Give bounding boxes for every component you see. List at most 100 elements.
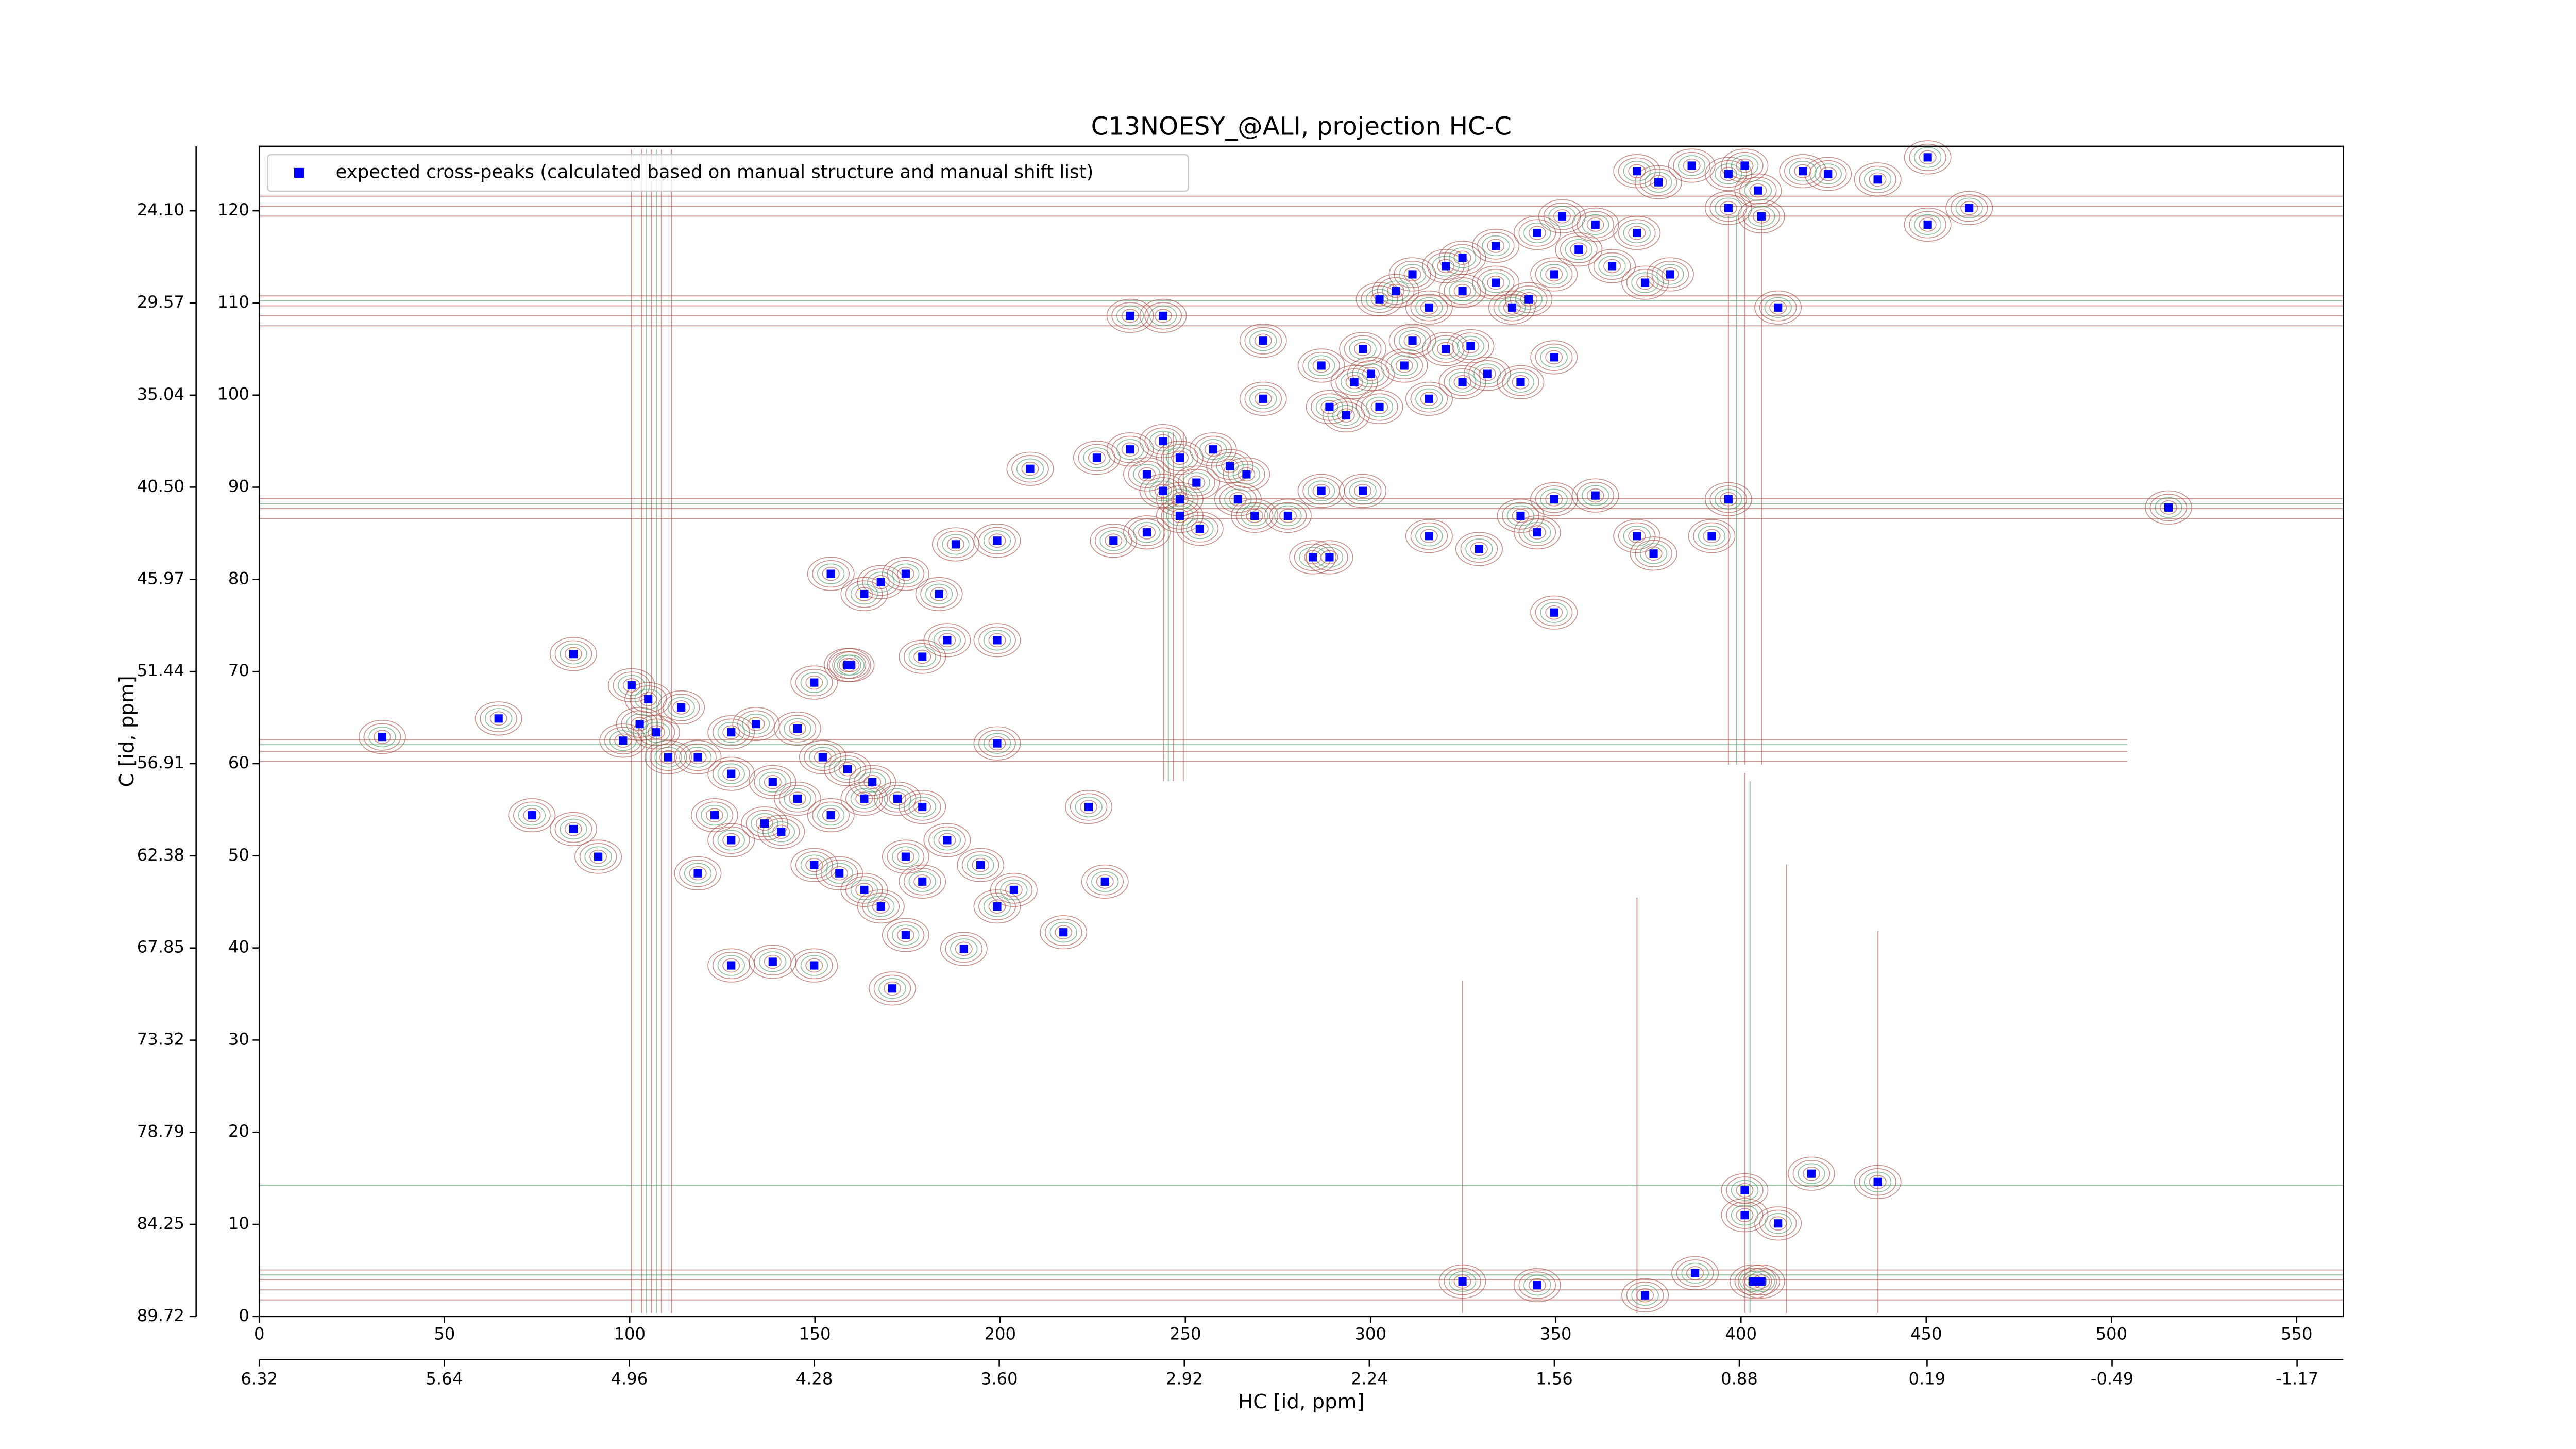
cross-peak (1774, 303, 1783, 312)
contour-ring (565, 647, 582, 661)
contour-ring (1748, 1271, 1775, 1292)
contour-ring (1709, 160, 1748, 188)
contour-ring (1355, 390, 1403, 425)
contour-ring (899, 639, 946, 674)
y-tick-label: 80 (228, 568, 249, 588)
contour-ring (1734, 1268, 1772, 1295)
contour-ring (1571, 207, 1619, 242)
cross-peak (1325, 553, 1334, 562)
contour-ring (1764, 1213, 1792, 1234)
cross-peak (1259, 394, 1267, 403)
contour-ring (1636, 1288, 1654, 1303)
contour-ring (1523, 1274, 1551, 1296)
contour-ring (1279, 509, 1297, 523)
contour-ring (1634, 165, 1682, 199)
contour-ring (762, 818, 800, 846)
x-tick-label: 200 (984, 1324, 1016, 1343)
contour-ring (1545, 492, 1563, 507)
contour-ring (1308, 480, 1335, 501)
contour-ring (1586, 488, 1604, 503)
contour-ring (1239, 381, 1287, 416)
contour-ring (1482, 235, 1510, 257)
y-tick-label: 90 (228, 477, 249, 496)
contour-ring (1809, 160, 1847, 188)
y-tick-label: 30 (228, 1029, 249, 1049)
cross-peak (1375, 402, 1384, 412)
contour-ring (1105, 533, 1123, 548)
cross-peak (810, 961, 819, 970)
contour-ring (840, 781, 888, 816)
contour-ring (1181, 515, 1219, 543)
contour-ring (882, 918, 929, 952)
contour-ring (1742, 1268, 1781, 1295)
contour-rings (358, 140, 2192, 1312)
cross-peak (843, 765, 852, 773)
contour-ring (967, 854, 994, 875)
cross-peak (1084, 802, 1093, 812)
cross-peak (1425, 394, 1433, 403)
contour-ring (732, 707, 780, 742)
cross-peak (976, 861, 985, 869)
contour-ring (892, 563, 920, 584)
contour-ring (820, 860, 858, 887)
contour-ring (1528, 525, 1546, 540)
contour-ring (1688, 519, 1736, 553)
y-tick-label: 40 (228, 937, 249, 957)
contour-ring (896, 566, 914, 581)
cross-peak (943, 836, 952, 845)
contour-ring (1530, 257, 1578, 292)
contour-ring (896, 928, 914, 942)
contour-ring (639, 692, 657, 706)
contour-ring (862, 892, 900, 920)
contour-ring (789, 721, 806, 736)
contour-ring (1349, 339, 1377, 360)
contour-ring (1613, 519, 1661, 553)
contour-ring (1306, 540, 1353, 575)
contour-ring (1715, 488, 1742, 510)
contour-ring (1075, 796, 1103, 818)
cross-peak (1774, 1219, 1783, 1228)
contour-ring (1289, 540, 1337, 575)
contour-ring (1734, 173, 1782, 208)
cross-peak (1550, 495, 1558, 503)
contour-ring (368, 726, 396, 748)
contour-ring (667, 697, 695, 718)
contour-ring (988, 736, 1006, 751)
contour-ring (1139, 298, 1187, 333)
contour-ring (1099, 530, 1127, 551)
contour-ring (1123, 515, 1171, 550)
cross-peak (1550, 608, 1558, 617)
contour-ring (1530, 482, 1578, 516)
contour-ring (1869, 172, 1887, 187)
cross-peak (1126, 311, 1134, 320)
contour-ring (1698, 526, 1726, 547)
cross-peak (893, 794, 902, 803)
contour-ring (913, 800, 931, 814)
legend-box (267, 154, 1189, 192)
contour-ring (633, 715, 680, 750)
contour-ring (1186, 518, 1214, 540)
contour-ring (560, 818, 587, 840)
contour-ring (1739, 177, 1777, 205)
contour-ring (1254, 392, 1272, 406)
cross-peak (793, 794, 802, 803)
contour-ring (754, 948, 792, 976)
contour-ring (1540, 347, 1568, 368)
contour-ring (1571, 478, 1619, 513)
cross-peak (959, 945, 968, 953)
contour-ring (795, 951, 833, 980)
contour-ring (1577, 482, 1614, 510)
cross-peak (860, 885, 869, 895)
contour-ring (1555, 232, 1603, 267)
contour-ring (1139, 424, 1187, 459)
contour-ring (1391, 355, 1418, 376)
contour-ring (1472, 265, 1520, 300)
cross-peak (1557, 212, 1567, 221)
contour-ring (1410, 385, 1448, 413)
contour-ring (1463, 357, 1511, 391)
contour-ring (995, 876, 1033, 904)
contour-ring (1730, 1264, 1777, 1299)
contour-ring (1362, 366, 1380, 381)
contour-ring (480, 704, 517, 732)
contour-ring (1377, 277, 1415, 305)
